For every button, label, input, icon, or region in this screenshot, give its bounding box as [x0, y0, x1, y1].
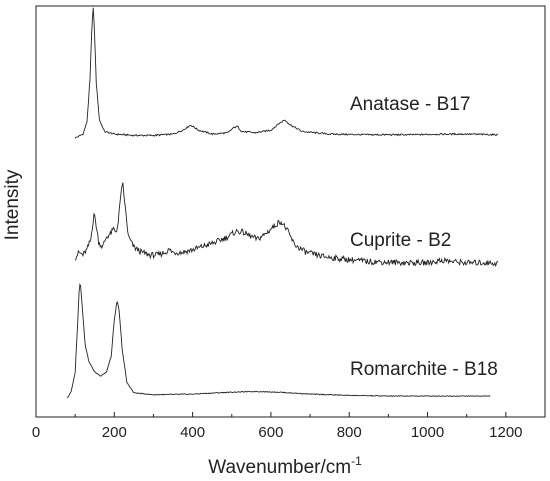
series-line-1 — [74, 7, 499, 139]
series-layer — [66, 7, 499, 399]
series-label-2: Cuprite - B2 — [350, 230, 451, 251]
x-tick-label-800: 800 — [337, 424, 362, 441]
series-label-3: Romarchite - B18 — [350, 359, 498, 380]
x-axis-label-superscript: -1 — [351, 454, 362, 468]
x-tick-label-600: 600 — [258, 424, 283, 441]
x-axis-label-text: Wavenumber/cm — [208, 457, 351, 478]
x-axis-ticks: 0 200 400 600 800 1000 1200 — [32, 412, 523, 441]
series-label-1: Anatase - B17 — [350, 94, 470, 115]
y-axis-label: Intensity — [2, 169, 23, 240]
plot-frame — [35, 5, 546, 418]
x-tick-label-1200: 1200 — [489, 424, 522, 441]
series-labels: Anatase - B17 Cuprite - B2 Romarchite - B1… — [350, 94, 498, 380]
x-tick-label-200: 200 — [102, 424, 127, 441]
x-tick-label-1000: 1000 — [411, 424, 444, 441]
x-tick-label-0: 0 — [32, 424, 40, 441]
series-line-2 — [74, 182, 499, 268]
series-line-3 — [66, 282, 491, 399]
x-tick-label-400: 400 — [180, 424, 205, 441]
x-axis-label: Wavenumber/cm-1 — [208, 454, 362, 478]
